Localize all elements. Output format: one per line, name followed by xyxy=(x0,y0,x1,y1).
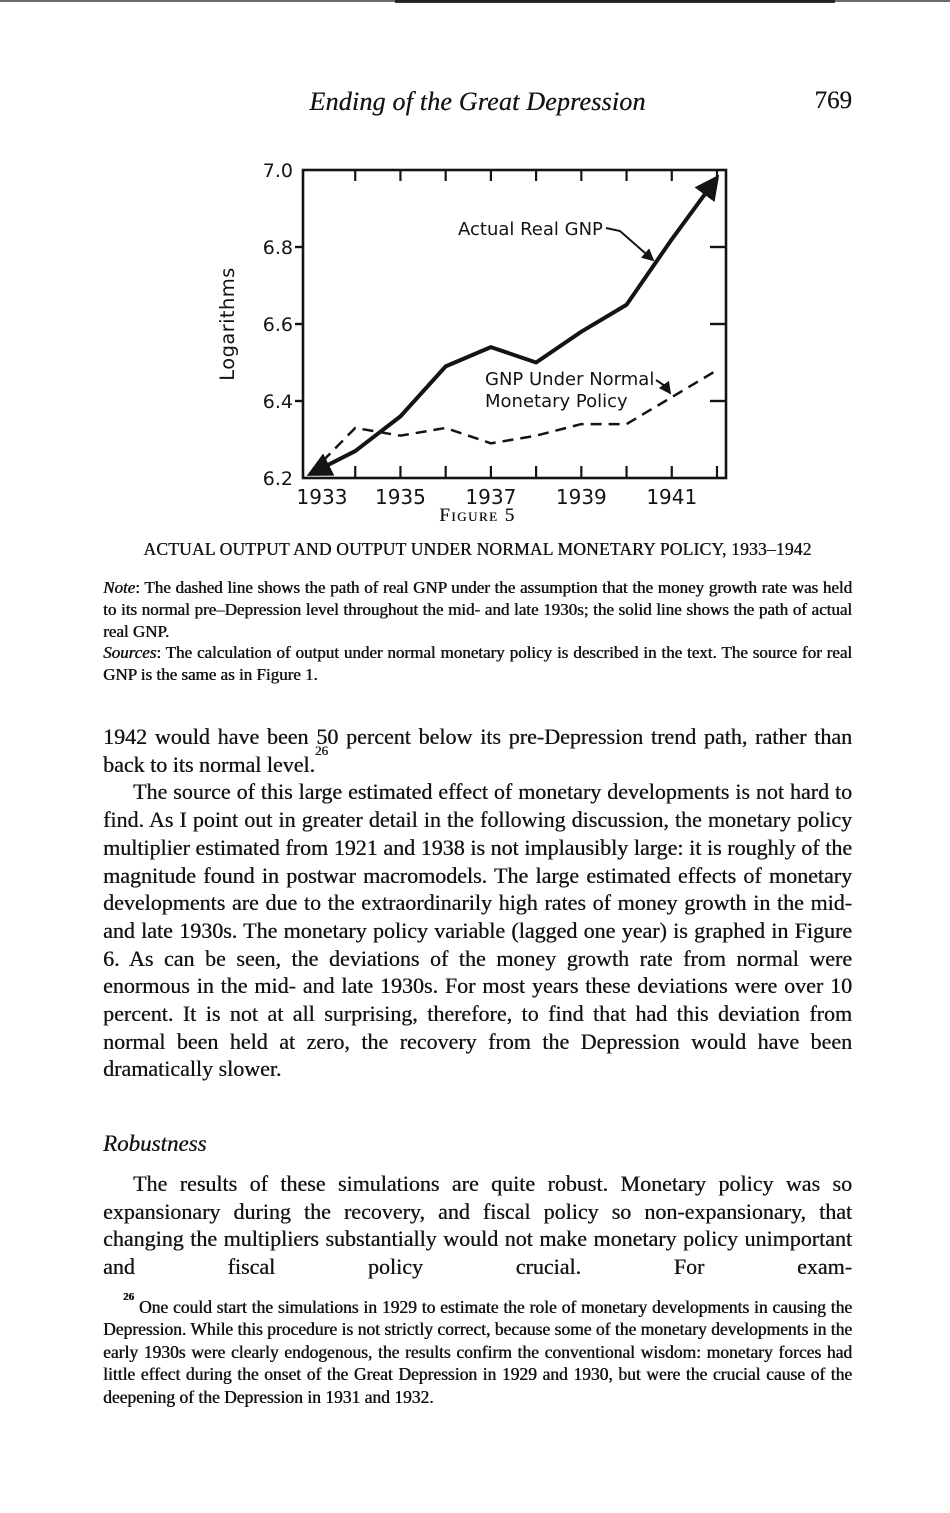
x-axis-tick-label: 1933 xyxy=(297,485,348,509)
gnp-under-normal-monetary-policy-label: GNP Under Normal xyxy=(485,369,654,390)
running-head-title: Ending of the Great Depression xyxy=(309,87,646,116)
body-text-continued: The results of these simulations are qui… xyxy=(103,1170,852,1281)
section-heading: Robustness xyxy=(103,1131,207,1156)
plot-frame xyxy=(301,168,728,480)
footnote: 26 One could start the simulations in 19… xyxy=(103,1292,852,1408)
footnote-paragraph: 26 One could start the simulations in 19… xyxy=(103,1292,852,1408)
body-text: 1942 would have been 50 percent below it… xyxy=(103,723,852,1083)
sources-label: Sources xyxy=(103,643,157,663)
y-axis-tick-label: 6.2 xyxy=(263,468,293,490)
y-axis-tick-label: 6.4 xyxy=(263,391,293,413)
scan-artifact-top-edge-dark xyxy=(395,0,835,3)
gnp-under-normal-monetary-policy-line xyxy=(309,369,718,476)
figure-note: Note: The dashed line shows the path of … xyxy=(103,577,852,642)
gnp-under-normal-monetary-policy-label: Monetary Policy xyxy=(485,391,628,412)
actual-real-gnp-label: Actual Real GNP xyxy=(458,219,603,240)
figure-sources: Sources: The calculation of output under… xyxy=(103,642,852,686)
x-axis-tick-label: 1935 xyxy=(375,485,426,509)
footnote-number: 26 xyxy=(123,1291,134,1304)
sources-text: : The calculation of output under normal… xyxy=(103,643,852,685)
figure-notes: Note: The dashed line shows the path of … xyxy=(103,577,852,686)
x-axis-tick-label: 1939 xyxy=(556,485,607,509)
x-axis-tick-label: 1937 xyxy=(465,485,516,509)
figure5-line-chart: 6.2 6.4 6.6 6.8 7.0 1933 1935 1937 1939 1941 Logar… xyxy=(216,160,728,509)
gnp-under-normal-monetary-policy-leader-arrow xyxy=(655,379,672,395)
body-paragraph-3: The results of these simulations are qui… xyxy=(103,1171,852,1280)
actual-real-gnp-leader-arrow xyxy=(605,227,655,262)
note-label: Note xyxy=(103,578,136,597)
note-text: : The dashed line shows the path of real… xyxy=(103,578,852,641)
y-axis-tick-label: 6.6 xyxy=(263,314,293,336)
footnote-reference: 26 xyxy=(315,743,328,759)
paragraph-text: 1942 would have been 50 percent below it… xyxy=(103,724,852,777)
y-axis-title: Logarithms xyxy=(216,267,239,380)
x-axis-tick-label: 1941 xyxy=(646,485,697,509)
footnote-text: One could start the simulations in 1929 … xyxy=(103,1297,852,1407)
figure-label: Figure 5 xyxy=(439,505,516,526)
actual-real-gnp-line xyxy=(306,174,720,476)
running-head: Ending of the Great Depression 769 xyxy=(103,86,852,122)
y-axis-tick-label: 7.0 xyxy=(263,160,293,182)
body-paragraph-2: The source of this large estimated effec… xyxy=(103,779,852,1082)
page-number: 769 xyxy=(814,87,853,114)
body-paragraph-1: 1942 would have been 50 percent below it… xyxy=(103,723,852,778)
y-axis-tick-label: 6.8 xyxy=(263,237,293,259)
figure-caption: ACTUAL OUTPUT AND OUTPUT UNDER NORMAL MO… xyxy=(143,539,812,559)
